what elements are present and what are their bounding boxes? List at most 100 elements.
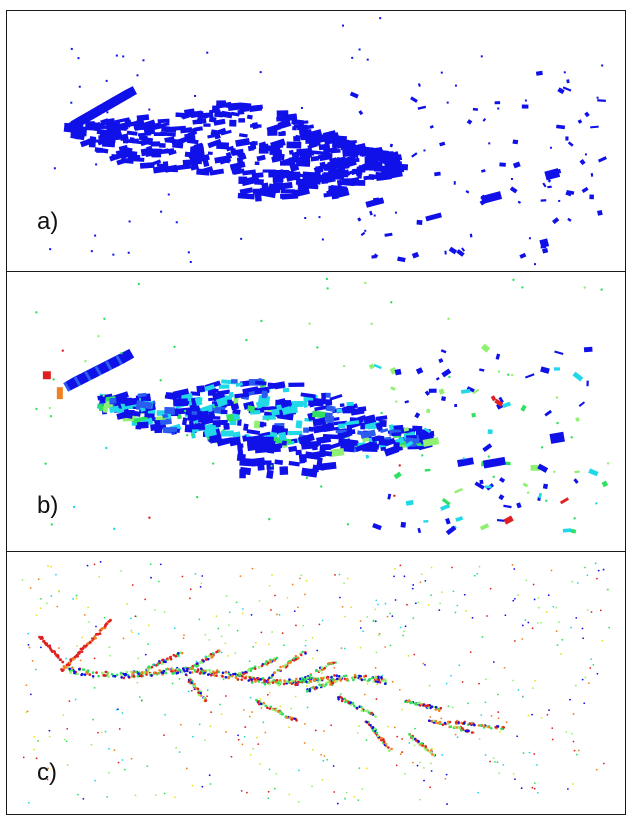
cloud-point [211,652,215,655]
cloud-point [420,742,423,745]
voxel-block [519,252,527,259]
voxel-block [136,421,149,429]
voxel-block [318,143,331,151]
noise-point [97,731,99,734]
cloud-point [315,686,318,689]
cloud-point [323,666,326,670]
voxel-block [562,86,572,92]
cloud-point [340,699,344,703]
voxel-block [466,386,475,393]
cloud-point [275,656,279,660]
voxel-block [220,129,232,136]
noise-point [257,743,260,746]
voxel-block [542,247,549,254]
noise-point [27,801,30,804]
noise-point [380,411,383,415]
cloud-point [387,746,390,749]
noise-point [336,802,339,805]
noise-point [46,778,49,781]
noise-point [497,717,500,720]
noise-point [242,709,245,711]
noise-point [533,263,536,266]
voxel-block [357,217,362,222]
voxel-block [230,111,240,117]
cloud-point [203,671,206,675]
cloud-point [381,679,385,682]
noise-point [44,462,47,465]
voxel-block [368,363,375,370]
cloud-point [408,733,411,736]
noise-point [316,649,319,652]
cloud-point [140,674,143,678]
noise-point [271,574,273,576]
cloud-point [204,658,208,661]
voxel-block [520,404,527,412]
cloud-point [305,676,309,679]
cloud-point [430,705,434,709]
noise-point [291,583,294,586]
voxel-block [416,219,423,225]
cloud-point [221,671,225,675]
voxel-block [207,134,215,139]
noise-point [70,101,73,104]
noise-point [208,774,211,777]
noise-point [473,574,476,577]
noise-point [448,375,451,379]
cloud-point [158,661,162,665]
noise-point [608,626,611,629]
voxel-block [381,151,394,156]
cloud-point [191,666,194,670]
noise-point [163,734,165,736]
cloud-point [152,663,155,667]
noise-point [536,764,538,766]
cloud-point [62,665,66,668]
noise-point [556,421,559,425]
voxel-block [360,231,366,237]
noise-point [440,717,443,720]
cloud-point [473,723,476,727]
cloud-point [146,668,149,671]
noise-point [249,696,252,699]
voxel-block [56,387,63,400]
cloud-point [269,660,273,663]
noise-point [163,611,166,614]
noise-point [246,791,248,794]
noise-point [31,659,34,662]
voxel-block [472,388,480,395]
voxel-block [583,346,593,353]
noise-point [342,364,346,368]
voxel-block [313,424,329,434]
noise-point [37,740,39,742]
cloud-point [173,671,177,675]
voxel-block [162,161,169,168]
voxel-block [336,179,342,187]
voxel-block [263,436,274,443]
voxel-block [417,105,427,110]
voxel-block [64,122,72,128]
cloud-point [345,678,349,682]
noise-point [201,575,204,577]
voxel-block [266,469,274,479]
noise-point [113,749,116,752]
noise-point [175,746,178,749]
cloud-point [360,705,363,709]
noise-point [92,677,95,680]
voxel-block [538,492,543,499]
voxel-block [136,114,150,122]
voxel-block [159,142,166,148]
noise-point [35,757,38,760]
voxel-block [586,380,589,387]
noise-point [298,769,300,772]
noise-point [107,747,110,750]
voxel-block [254,388,260,395]
cloud-point [195,670,199,673]
noise-point [128,220,131,223]
noise-point [271,631,274,633]
voxel-block [262,415,276,421]
cloud-point [234,676,238,679]
noise-point [29,587,32,589]
cloud-point [289,661,292,664]
voxel-block [239,466,252,476]
noise-point [412,584,415,586]
cloud-point [410,735,413,739]
